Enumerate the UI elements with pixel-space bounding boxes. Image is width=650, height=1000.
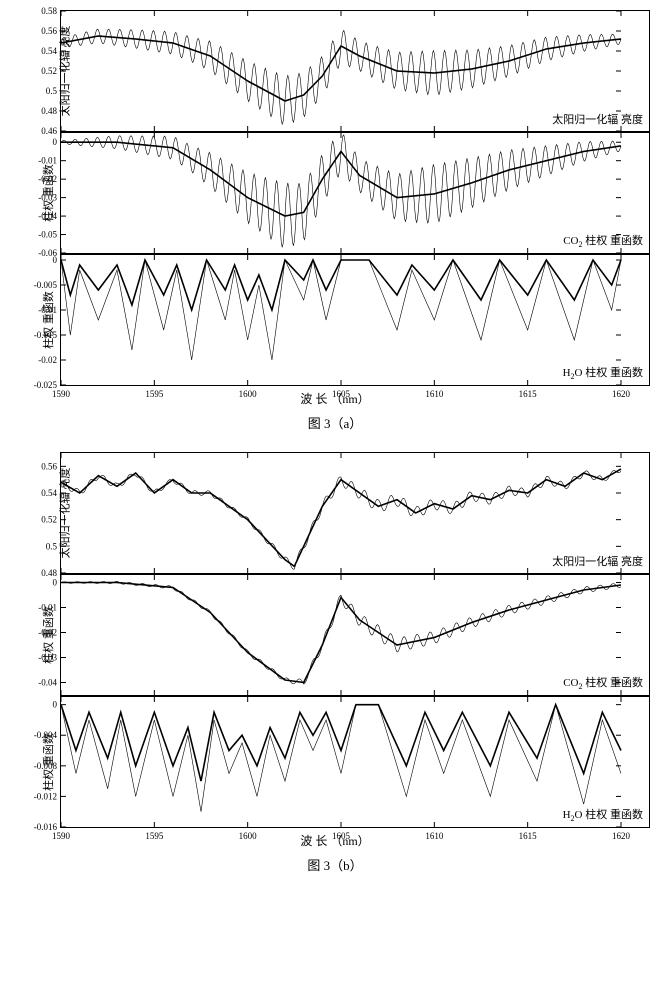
svg-text:-0.012: -0.012 — [34, 791, 57, 801]
svg-text:0: 0 — [53, 137, 58, 147]
y-axis-label: 柱权 重函数 — [40, 291, 56, 349]
svg-text:1620: 1620 — [612, 389, 631, 399]
svg-text:0: 0 — [53, 255, 58, 265]
svg-text:1610: 1610 — [425, 831, 444, 841]
svg-text:0: 0 — [53, 700, 58, 710]
svg-text:1615: 1615 — [519, 831, 538, 841]
svg-text:-0.04: -0.04 — [38, 678, 57, 688]
caption-a: 图 3（a） — [10, 413, 650, 432]
y-axis-label: 太阳归一化辐 亮度 — [56, 26, 72, 117]
x-axis-label-a: 波 长 （nm） — [10, 390, 650, 407]
svg-text:1605: 1605 — [332, 389, 351, 399]
svg-text:0.48: 0.48 — [41, 568, 57, 578]
svg-text:0.54: 0.54 — [41, 46, 57, 56]
svg-text:0.56: 0.56 — [41, 461, 57, 471]
svg-text:-0.005: -0.005 — [34, 280, 58, 290]
svg-text:-0.05: -0.05 — [38, 230, 57, 240]
svg-text:1595: 1595 — [145, 389, 164, 399]
y-axis-label: 柱权 重函数 — [40, 164, 56, 222]
svg-text:0.52: 0.52 — [41, 515, 57, 525]
svg-text:1615: 1615 — [519, 389, 538, 399]
chart-panel: 柱权 重函数H2O 柱权 重函数-0.016-0.012-0.008-0.004… — [60, 696, 650, 828]
svg-text:1620: 1620 — [612, 831, 631, 841]
svg-text:1605: 1605 — [332, 831, 351, 841]
svg-text:0.56: 0.56 — [41, 26, 57, 36]
svg-text:0.54: 0.54 — [41, 488, 57, 498]
svg-text:1590: 1590 — [52, 389, 71, 399]
chart-panel: 柱权 重函数H2O 柱权 重函数-0.025-0.02-0.015-0.01-0… — [60, 254, 650, 386]
chart-panel: 柱权 重函数CO2 柱权 重函数-0.06-0.05-0.04-0.03-0.0… — [60, 132, 650, 254]
panel-inner-label: H2O 柱权 重函数 — [563, 364, 643, 381]
figure-a: 太阳归一化辐 亮度太阳归一化辐 亮度0.460.480.50.520.540.5… — [10, 10, 650, 432]
svg-text:1600: 1600 — [239, 389, 258, 399]
panel-inner-label: CO2 柱权 重函数 — [563, 674, 643, 691]
svg-text:1590: 1590 — [52, 831, 71, 841]
svg-text:1610: 1610 — [425, 389, 444, 399]
chart-panel: 太阳归一化辐 亮度太阳归一化辐 亮度0.480.50.520.540.56 — [60, 452, 650, 574]
panel-inner-label: 太阳归一化辐 亮度 — [552, 553, 643, 569]
caption-b: 图 3（b） — [10, 855, 650, 874]
svg-text:0.52: 0.52 — [41, 66, 57, 76]
chart-panel: 柱权 重函数CO2 柱权 重函数-0.04-0.03-0.02-0.010 — [60, 574, 650, 696]
svg-text:0: 0 — [53, 578, 58, 588]
panel-inner-label: 太阳归一化辐 亮度 — [552, 111, 643, 127]
panel-inner-label: CO2 柱权 重函数 — [563, 232, 643, 249]
y-axis-label: 太阳归一化辐 亮度 — [56, 468, 72, 559]
y-axis-label: 柱权 重函数 — [40, 606, 56, 664]
y-axis-label: 柱权 重函数 — [40, 733, 56, 791]
svg-text:1595: 1595 — [145, 831, 164, 841]
figure-b: 太阳归一化辐 亮度太阳归一化辐 亮度0.480.50.520.540.56柱权 … — [10, 452, 650, 874]
panel-inner-label: H2O 柱权 重函数 — [563, 806, 643, 823]
chart-panel: 太阳归一化辐 亮度太阳归一化辐 亮度0.460.480.50.520.540.5… — [60, 10, 650, 132]
svg-text:0.58: 0.58 — [41, 6, 57, 16]
svg-text:0.46: 0.46 — [41, 126, 57, 136]
svg-text:0.48: 0.48 — [41, 106, 57, 116]
svg-text:1600: 1600 — [239, 831, 258, 841]
x-axis-label-b: 波 长 （nm） — [10, 832, 650, 849]
svg-text:-0.02: -0.02 — [38, 355, 57, 365]
